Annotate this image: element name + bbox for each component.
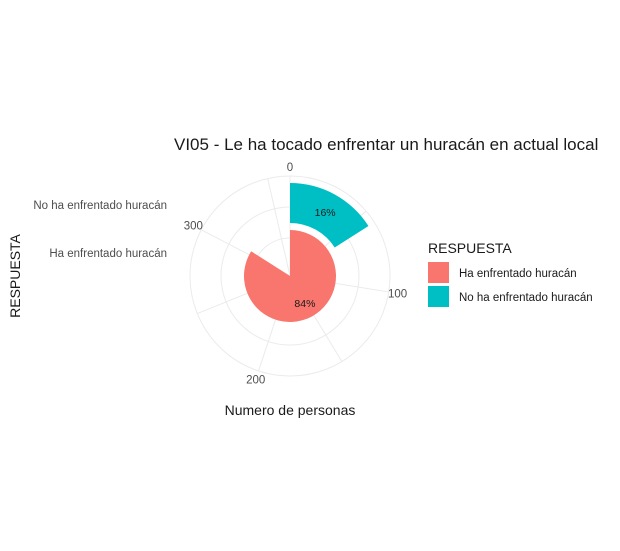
legend-title: RESPUESTA xyxy=(428,240,512,256)
y-axis-title: Numero de personas xyxy=(225,402,356,418)
bar-label-1: 16% xyxy=(315,207,336,219)
theta-tick-200: 200 xyxy=(246,374,265,386)
chart-title: VI05 - Le ha tocado enfrentar un huracán… xyxy=(174,135,598,154)
x-axis-title: RESPUESTA xyxy=(7,233,23,317)
bars-layer xyxy=(244,183,369,322)
bar-label-0: 84% xyxy=(294,298,315,310)
grid-radial-350 xyxy=(267,178,291,277)
legend-label-ha: Ha enfrentado huracán xyxy=(459,268,577,280)
bar-labels-layer: 84% 16% xyxy=(294,207,335,310)
legend-key-no xyxy=(428,286,449,307)
theta-tick-0: 0 xyxy=(287,162,293,174)
theta-tick-100: 100 xyxy=(388,288,407,300)
legend-label-no: No ha enfrentado huracán xyxy=(459,292,593,304)
theta-tick-300: 300 xyxy=(184,221,203,233)
category-label-ha: Ha enfrentado huracán xyxy=(49,248,167,260)
legend-key-ha xyxy=(428,262,449,283)
legend: RESPUESTA Ha enfrentado huracán No ha en… xyxy=(428,240,593,307)
theta-ticks-layer: 0 100 200 300 xyxy=(184,162,407,386)
bar-0 xyxy=(244,230,337,322)
bar-1 xyxy=(290,183,369,248)
category-label-no: No ha enfrentado huracán xyxy=(33,200,167,212)
